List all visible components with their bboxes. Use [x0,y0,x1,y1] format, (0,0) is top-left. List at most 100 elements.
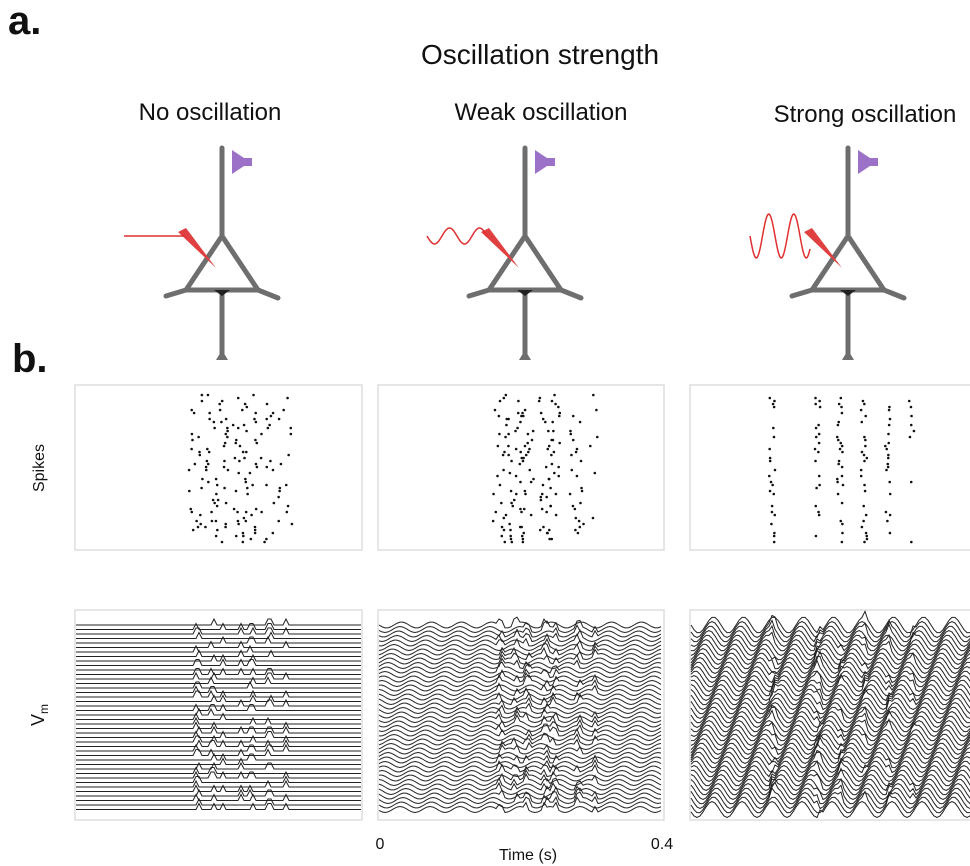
spike-dot [502,396,506,400]
spike-dot [840,444,844,448]
vm-trace [76,757,361,765]
spike-dot [236,426,240,430]
vm-trace [378,713,662,728]
figure-title: Oscillation strength [421,39,659,70]
vm-trace [378,637,662,652]
spike-dot [218,408,222,412]
vm-trace [76,734,361,743]
spike-dot [253,417,256,421]
vm-trace [378,652,661,665]
spike-dot [574,528,577,532]
panel-label: a. [8,0,41,43]
spike-dot [220,540,224,544]
spike-dot [864,438,867,442]
vm-trace [76,797,361,806]
spike-dot [538,396,542,400]
spike-dot [200,393,204,397]
spike-dot [508,471,512,475]
spike-dot [519,420,522,424]
spike-dot [277,495,280,499]
vm-trace [76,739,361,747]
spike-dot [859,474,863,478]
vm-trace [378,732,662,746]
spike-dot [265,537,268,541]
spike-dot [214,519,218,523]
spike-dot [198,450,201,454]
spike-dot [244,519,248,523]
spike-dot [888,480,891,484]
spike-dot [246,492,249,496]
spike-dot [187,468,191,472]
vm-trace [76,707,361,716]
spike-dot [550,453,553,457]
vm-trace [76,752,361,761]
spike-dot [574,450,578,454]
spike-dot [519,450,523,454]
spike-dot [512,498,516,502]
spike-dot [571,504,575,508]
vm-trace [378,691,662,706]
spike-dot [206,447,209,451]
vm-trace [690,623,970,648]
spike-dot [859,468,863,472]
spike-dot [817,450,820,454]
spike-dot [244,510,248,514]
spike-dot [888,531,892,535]
spike-dot [204,525,207,529]
spike-dot [884,510,888,514]
spike-dot [526,432,530,436]
vm-trace [378,752,662,764]
spike-dot [507,417,510,421]
vm-trace [691,718,970,742]
spike-dot [195,519,198,523]
spike-dot [593,471,597,475]
spike-dot [814,504,818,508]
dendrite [881,287,907,301]
spike-dot [521,540,525,544]
vm-trace [76,680,361,689]
spike-dot [841,450,844,454]
spike-dot [504,393,508,397]
stimulus-wave [426,227,488,245]
spike-dot [592,393,595,397]
vm-trace [690,786,970,810]
spike-dot [837,462,840,466]
spike-dot [888,492,892,496]
spike-dot [910,414,913,418]
spike-dot [224,525,227,529]
spike-dot [504,513,508,517]
spike-dot [528,468,532,472]
spike-dot [521,414,525,418]
spike-dot [255,465,259,469]
spike-dot [251,483,254,487]
spike-dot [514,474,518,478]
spike-dot [818,405,822,409]
spike-dot [773,531,776,535]
vm-trace [378,749,662,760]
spike-dot [839,396,843,400]
spike-dot [501,453,505,457]
dendrite [558,287,584,301]
vm-trace [378,616,662,629]
raster-frame [377,384,665,551]
spike-dot [551,420,554,424]
spike-dot [248,471,252,475]
vm-trace [690,706,970,724]
vm-trace [379,679,662,692]
spike-dot [836,423,840,427]
spike-dot [246,486,249,490]
spike-dot [546,531,549,535]
spike-dot [237,471,240,475]
spike-dot [289,432,293,436]
vm-trace [690,688,970,706]
spike-dot [864,414,868,418]
spike-dot [233,456,237,460]
spike-dot [254,438,257,442]
spike-dot [888,513,892,517]
spike-dot [193,462,197,466]
vm-trace [378,623,662,638]
spike-dot [197,435,200,439]
spike-dot [576,531,580,535]
spike-dot [521,411,524,415]
vm-trace [76,712,361,720]
